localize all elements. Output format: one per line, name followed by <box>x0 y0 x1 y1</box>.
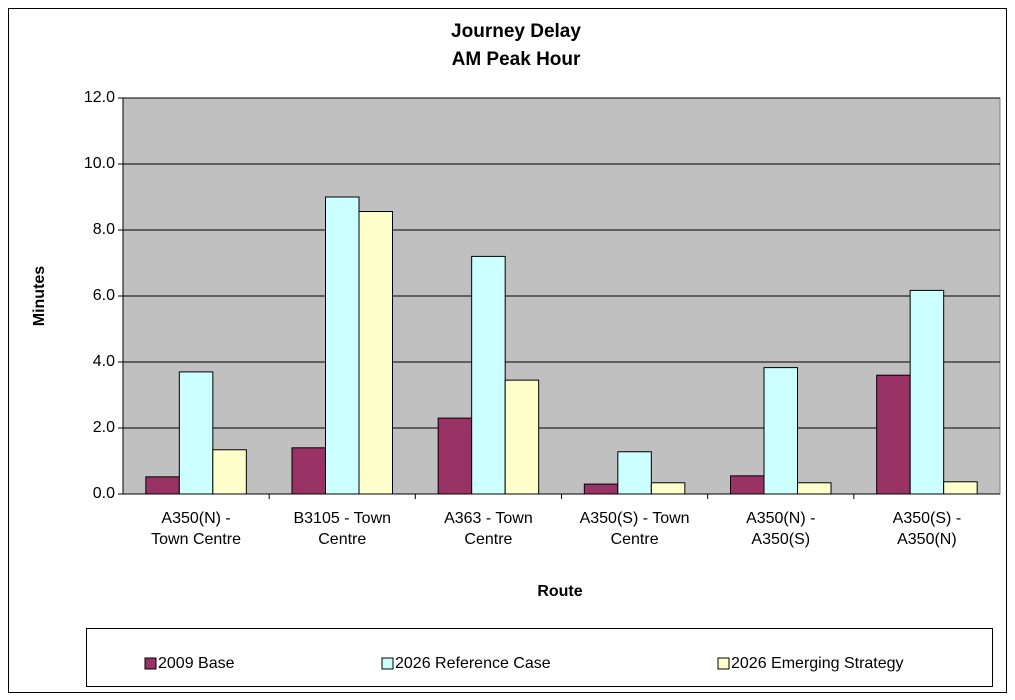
y-tick-label: 8.0 <box>93 221 115 238</box>
bar <box>504 379 540 495</box>
bar <box>178 371 214 495</box>
bar <box>325 196 360 495</box>
bar <box>583 483 619 495</box>
chart-subtitle: AM Peak Hour <box>452 49 581 70</box>
y-tick-label: 2.0 <box>93 419 115 436</box>
bar <box>212 449 247 495</box>
x-tick-label: A350(S) - A350(N) <box>892 510 962 548</box>
bar <box>943 481 978 495</box>
x-tick-label: A363 - Town Centre <box>444 510 533 548</box>
y-axis-label: Minutes <box>31 266 48 327</box>
legend-swatch <box>381 657 394 670</box>
bar <box>763 367 798 495</box>
bar <box>471 255 506 495</box>
x-tick-label: B3105 - Town Centre <box>293 510 392 548</box>
bar <box>650 482 686 495</box>
legend-label: 2026 Emerging Strategy <box>731 655 904 672</box>
bar <box>730 475 765 495</box>
x-tick-label: A350(N) - Town Centre <box>151 510 241 548</box>
legend-swatch <box>144 657 157 670</box>
chart-title: Journey Delay <box>451 21 581 42</box>
bar <box>145 476 180 495</box>
x-axis-label: Route <box>537 583 582 600</box>
bar <box>617 451 652 495</box>
legend-swatch <box>717 657 730 670</box>
bar <box>437 417 473 495</box>
bar <box>358 211 393 495</box>
y-tick-label: 10.0 <box>84 155 115 172</box>
y-tick-label: 6.0 <box>93 287 115 304</box>
bar <box>909 289 945 495</box>
x-tick-label: A350(N) - A350(S) <box>746 510 816 548</box>
legend-label: 2026 Reference Case <box>395 655 551 672</box>
bar <box>876 374 911 495</box>
legend-box <box>86 628 993 687</box>
x-tick-label: A350(S) - Town Centre <box>579 510 690 548</box>
bar <box>797 482 832 495</box>
y-tick-label: 4.0 <box>93 353 115 370</box>
y-tick-label: 12.0 <box>84 89 115 106</box>
legend-label: 2009 Base <box>158 655 235 672</box>
y-tick-label: 0.0 <box>93 485 115 502</box>
bar <box>291 447 326 495</box>
